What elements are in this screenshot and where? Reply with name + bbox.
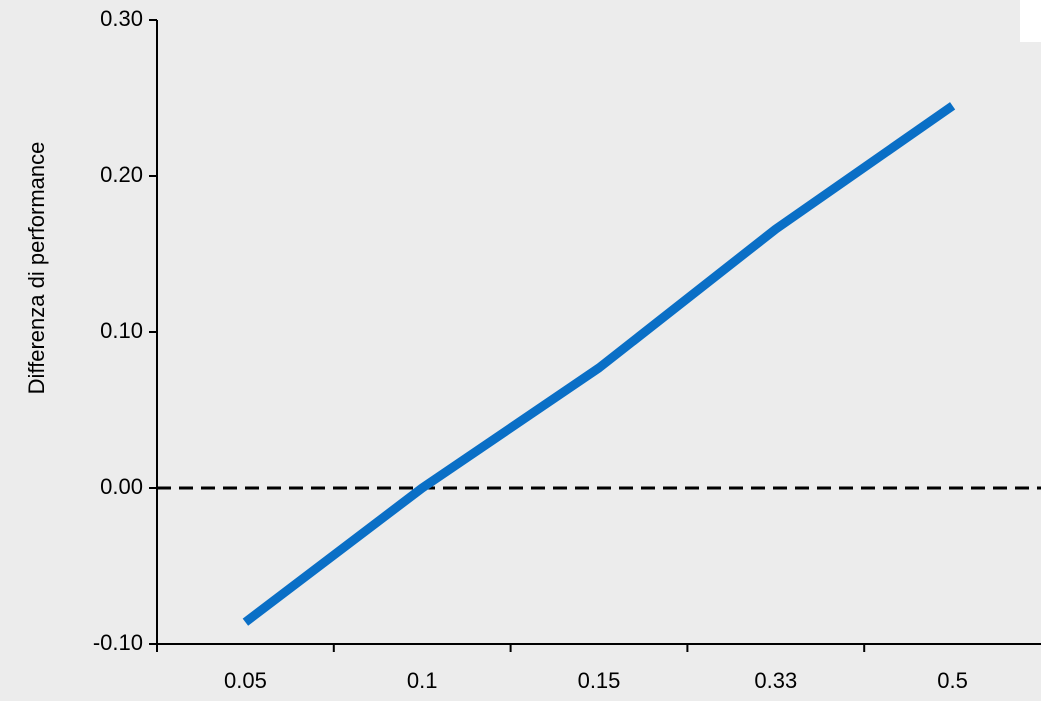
x-tick-label: 0.1 (407, 668, 438, 693)
chart: Differenza di performance -0.10 0.00 0.10 0… (0, 0, 1041, 701)
corner-patch (1020, 0, 1041, 42)
y-tick-label: 0.20 (100, 162, 143, 187)
x-tick-label: 0.33 (754, 668, 797, 693)
y-tick-label: 0.10 (100, 318, 143, 343)
y-axis-label: Differenza di performance (24, 142, 49, 395)
x-tick-label: 0.15 (578, 668, 621, 693)
y-tick-label: -0.10 (93, 630, 143, 655)
x-tick-label: 0.5 (937, 668, 968, 693)
y-tick-label: 0.00 (100, 474, 143, 499)
page: Differenza di performance -0.10 0.00 0.10 0… (0, 0, 1041, 701)
y-tick-label: 0.30 (100, 6, 143, 31)
x-tick-label: 0.05 (224, 668, 267, 693)
